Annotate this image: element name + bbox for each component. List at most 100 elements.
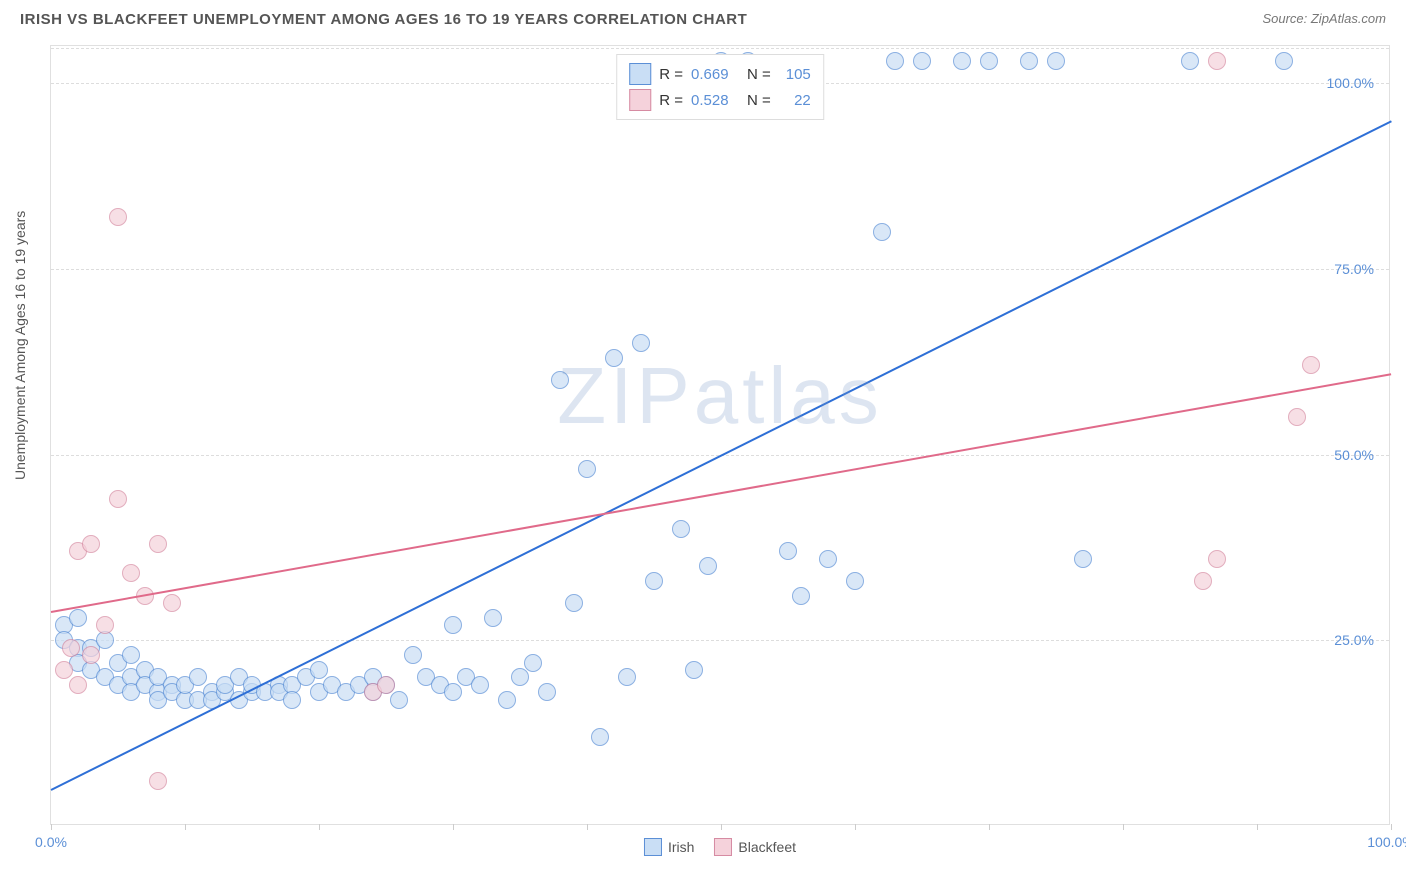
gridline <box>51 269 1389 270</box>
y-tick-label: 75.0% <box>1334 261 1374 277</box>
y-tick-label: 25.0% <box>1334 632 1374 648</box>
data-point <box>618 668 636 686</box>
n-label: N = <box>747 92 771 109</box>
data-point <box>551 371 569 389</box>
data-point <box>163 594 181 612</box>
data-point <box>591 728 609 746</box>
legend-item: Blackfeet <box>714 838 796 856</box>
data-point <box>685 661 703 679</box>
x-tick <box>1257 824 1258 830</box>
data-point <box>953 52 971 70</box>
data-point <box>498 691 516 709</box>
data-point <box>886 52 904 70</box>
data-point <box>109 490 127 508</box>
source-name: ZipAtlas.com <box>1311 11 1386 26</box>
data-point <box>283 691 301 709</box>
r-value: 0.669 <box>691 66 739 83</box>
r-value: 0.528 <box>691 92 739 109</box>
legend-swatch <box>629 89 651 111</box>
x-tick <box>989 824 990 830</box>
x-tick <box>185 824 186 830</box>
y-tick-label: 100.0% <box>1327 75 1374 91</box>
data-point <box>538 683 556 701</box>
data-point <box>484 609 502 627</box>
data-point <box>672 520 690 538</box>
legend-label: Blackfeet <box>738 839 796 855</box>
data-point <box>149 772 167 790</box>
data-point <box>792 587 810 605</box>
x-tick <box>1123 824 1124 830</box>
source-attribution: Source: ZipAtlas.com <box>1262 10 1386 28</box>
n-label: N = <box>747 66 771 83</box>
data-point <box>62 639 80 657</box>
data-point <box>1181 52 1199 70</box>
data-point <box>699 557 717 575</box>
data-point <box>122 564 140 582</box>
data-point <box>55 661 73 679</box>
data-point <box>645 572 663 590</box>
legend-row: R = 0.528 N = 22 <box>629 87 811 113</box>
legend-swatch <box>644 838 662 856</box>
data-point <box>1302 356 1320 374</box>
x-tick <box>453 824 454 830</box>
data-point <box>149 535 167 553</box>
legend-swatch <box>629 63 651 85</box>
data-point <box>1047 52 1065 70</box>
n-value: 22 <box>779 92 811 109</box>
x-tick-label: 100.0% <box>1367 834 1406 850</box>
data-point <box>873 223 891 241</box>
data-point <box>1288 408 1306 426</box>
x-tick <box>721 824 722 830</box>
data-point <box>122 646 140 664</box>
legend-row: R =0.669N =105 <box>629 61 811 87</box>
data-point <box>444 616 462 634</box>
data-point <box>605 349 623 367</box>
data-point <box>189 668 207 686</box>
source-prefix: Source: <box>1262 11 1310 26</box>
data-point <box>578 460 596 478</box>
r-label: R = <box>659 92 683 109</box>
x-tick <box>1391 824 1392 830</box>
n-value: 105 <box>779 66 811 83</box>
legend-swatch <box>714 838 732 856</box>
chart-plot-area: ZIPatlas R =0.669N =105R =0.528N =22 Iri… <box>50 45 1390 825</box>
series-legend: Irish Blackfeet <box>644 838 796 856</box>
data-point <box>404 646 422 664</box>
legend-label: Irish <box>668 839 694 855</box>
regression-line <box>51 373 1391 613</box>
chart-title: IRISH VS BLACKFEET UNEMPLOYMENT AMONG AG… <box>20 11 747 28</box>
data-point <box>444 683 462 701</box>
data-point <box>377 676 395 694</box>
gridline <box>51 48 1389 49</box>
data-point <box>1275 52 1293 70</box>
data-point <box>980 52 998 70</box>
data-point <box>565 594 583 612</box>
data-point <box>1208 52 1226 70</box>
data-point <box>109 208 127 226</box>
data-point <box>69 676 87 694</box>
data-point <box>846 572 864 590</box>
data-point <box>1194 572 1212 590</box>
x-tick <box>855 824 856 830</box>
gridline <box>51 640 1389 641</box>
y-axis-label: Unemployment Among Ages 16 to 19 years <box>12 211 28 480</box>
data-point <box>471 676 489 694</box>
data-point <box>1208 550 1226 568</box>
data-point <box>511 668 529 686</box>
correlation-legend: R = 0.669 N = 105 R = 0.528 N = 22 <box>616 54 824 120</box>
data-point <box>390 691 408 709</box>
data-point <box>1074 550 1092 568</box>
x-tick <box>319 824 320 830</box>
data-point <box>82 535 100 553</box>
data-point <box>779 542 797 560</box>
x-tick-label: 0.0% <box>35 834 67 850</box>
data-point <box>524 654 542 672</box>
data-point <box>96 616 114 634</box>
data-point <box>1020 52 1038 70</box>
data-point <box>819 550 837 568</box>
legend-item: Irish <box>644 838 694 856</box>
y-tick-label: 50.0% <box>1334 447 1374 463</box>
data-point <box>69 609 87 627</box>
data-point <box>310 661 328 679</box>
x-tick <box>51 824 52 830</box>
